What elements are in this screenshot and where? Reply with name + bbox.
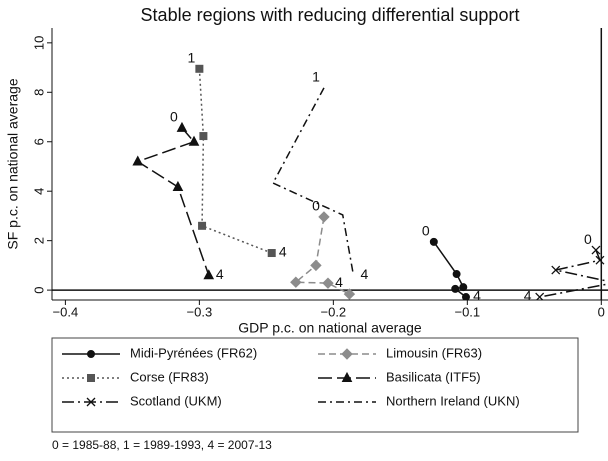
marker xyxy=(290,276,302,288)
marker xyxy=(267,249,276,258)
marker xyxy=(310,259,322,272)
legend-label: Northern Ireland (UKN) xyxy=(386,393,520,408)
marker xyxy=(86,397,96,407)
point-label: 4 xyxy=(279,244,287,260)
point-label: 4 xyxy=(524,288,532,304)
marker xyxy=(203,269,215,280)
marker xyxy=(172,180,184,191)
legend-label: Limousin (FR63) xyxy=(386,345,482,360)
marker xyxy=(87,350,95,358)
marker xyxy=(195,64,204,73)
legend-label: Basilicata (ITF5) xyxy=(386,369,481,384)
note: 0 = 1985-88, 1 = 1989-1993, 4 = 2007-13 xyxy=(52,438,272,452)
marker xyxy=(318,211,330,223)
series-line xyxy=(293,216,350,295)
marker xyxy=(451,284,460,293)
y-tick-label: 4 xyxy=(31,188,46,195)
x-tick-label: −0.2 xyxy=(321,304,347,319)
point-label: 4 xyxy=(361,266,369,282)
marker xyxy=(341,371,353,382)
chart-title: Stable regions with reducing differentia… xyxy=(141,5,520,25)
y-tick-label: 2 xyxy=(31,237,46,244)
series-line xyxy=(539,249,608,298)
point-label: 4 xyxy=(216,266,224,282)
legend-label: Midi-Pyrénées (FR62) xyxy=(130,345,257,360)
marker xyxy=(198,221,207,230)
marker xyxy=(176,121,188,132)
legend-label: Corse (FR83) xyxy=(130,369,209,384)
x-tick-label: −0.4 xyxy=(53,304,79,319)
legend-label: Scotland (UKM) xyxy=(130,393,222,408)
point-label: 4 xyxy=(473,288,481,304)
series-line xyxy=(136,127,210,276)
y-tick-label: 10 xyxy=(31,36,46,50)
legend-box xyxy=(51,337,579,433)
plot-area xyxy=(132,64,608,300)
point-label: 0 xyxy=(170,109,178,125)
marker xyxy=(452,270,461,279)
y-axis-title: SF p.c. on national average xyxy=(5,78,21,249)
marker xyxy=(188,135,200,146)
marker xyxy=(429,237,438,246)
point-label: 0 xyxy=(422,223,430,239)
point-label: 1 xyxy=(312,69,320,85)
marker xyxy=(459,283,468,292)
marker xyxy=(87,374,95,382)
x-tick-label: −0.1 xyxy=(454,304,480,319)
marker xyxy=(199,132,208,141)
series-line xyxy=(198,68,272,254)
x-tick-label: −0.3 xyxy=(187,304,213,319)
marker xyxy=(132,155,144,166)
x-axis-title: GDP p.c. on national average xyxy=(238,320,422,336)
marker xyxy=(535,292,545,300)
marker xyxy=(461,293,470,300)
marker xyxy=(343,288,356,300)
marker xyxy=(551,265,561,275)
point-label: 0 xyxy=(584,231,592,247)
x-tick-label: 0 xyxy=(598,304,605,319)
y-tick-label: 8 xyxy=(31,89,46,96)
series-line xyxy=(272,87,355,276)
point-label: 4 xyxy=(335,274,343,290)
marker xyxy=(322,277,334,289)
y-tick-label: 0 xyxy=(31,286,46,293)
y-tick-label: 6 xyxy=(31,138,46,145)
marker xyxy=(595,255,605,265)
point-label: 1 xyxy=(187,50,195,66)
marker xyxy=(591,245,601,255)
point-label: 0 xyxy=(312,198,320,214)
marker xyxy=(341,348,353,360)
